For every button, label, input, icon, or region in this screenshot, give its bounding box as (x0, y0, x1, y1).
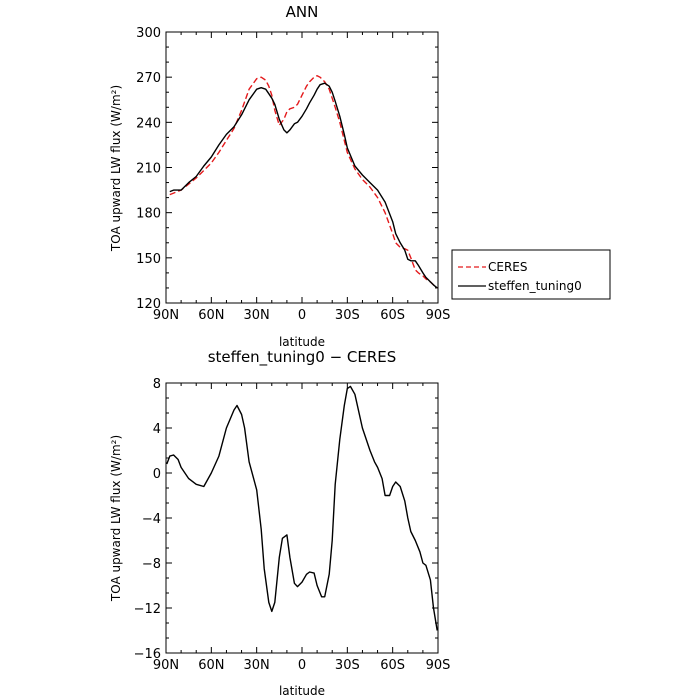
x-axis-label: latitude (279, 335, 325, 349)
chart-title: steffen_tuning0 − CERES (208, 348, 397, 367)
x-tick-label: 0 (298, 658, 306, 673)
x-tick-label: 90N (153, 308, 179, 323)
x-tick-label: 0 (298, 308, 306, 323)
panel-annual-flux: ANN 90N 60N 30N 0 30S 60S 90S 120 150 180 210 240 27… (109, 3, 611, 349)
y-tick-label: 120 (136, 297, 161, 312)
y-tick-label: −4 (142, 512, 161, 527)
x-tick-label: 60N (198, 308, 224, 323)
x-tick-label: 30S (335, 308, 360, 323)
y-tick-label: 180 (136, 207, 161, 222)
x-tick-label: 30N (244, 658, 270, 673)
series-line-steffen-tuning0 (169, 82, 438, 289)
legend-label-model: steffen_tuning0 (488, 279, 582, 293)
series-line-difference (166, 385, 438, 631)
y-tick-label: 240 (136, 116, 161, 131)
x-tick-label: 30N (244, 308, 270, 323)
y-axis-label: TOA upward LW flux (W/m²) (109, 435, 123, 602)
legend-box (451, 249, 611, 300)
x-tick-label: 60S (380, 658, 405, 673)
legend-label-ceres: CERES (488, 260, 528, 274)
chart-title: ANN (286, 3, 319, 21)
legend: CERES steffen_tuning0 (451, 249, 611, 300)
y-tick-label: 150 (136, 252, 161, 267)
series-line-ceres (169, 74, 438, 289)
y-axis-label: TOA upward LW flux (W/m²) (109, 85, 123, 252)
x-tick-label: 90S (426, 308, 451, 323)
y-tick-label: −8 (142, 557, 161, 572)
axis-ticks: 90N 60N 30N 0 30S 60S 90S −16 −12 −8 −4 0 4 8 (134, 377, 451, 673)
series-lines (169, 74, 438, 289)
panel-difference: steffen_tuning0 − CERES 90N 60N 30N 0 30S 60S… (109, 348, 450, 698)
y-tick-label: 4 (153, 422, 161, 437)
y-tick-label: 210 (136, 162, 161, 177)
x-tick-label: 30S (335, 658, 360, 673)
y-tick-label: 8 (153, 377, 161, 392)
series-lines (166, 385, 438, 631)
x-tick-label: 90N (153, 658, 179, 673)
y-tick-label: −16 (134, 647, 161, 662)
x-tick-label: 60N (198, 658, 224, 673)
y-tick-label: 270 (136, 71, 161, 86)
plot-frame (165, 382, 439, 654)
y-tick-label: 0 (153, 467, 161, 482)
y-tick-label: 300 (136, 26, 161, 41)
axis-ticks: 90N 60N 30N 0 30S 60S 90S 120 150 180 210 240 270 300 (136, 26, 450, 323)
x-axis-label: latitude (279, 684, 325, 698)
y-tick-label: −12 (134, 602, 161, 617)
x-tick-label: 60S (380, 308, 405, 323)
x-tick-label: 90S (426, 658, 451, 673)
